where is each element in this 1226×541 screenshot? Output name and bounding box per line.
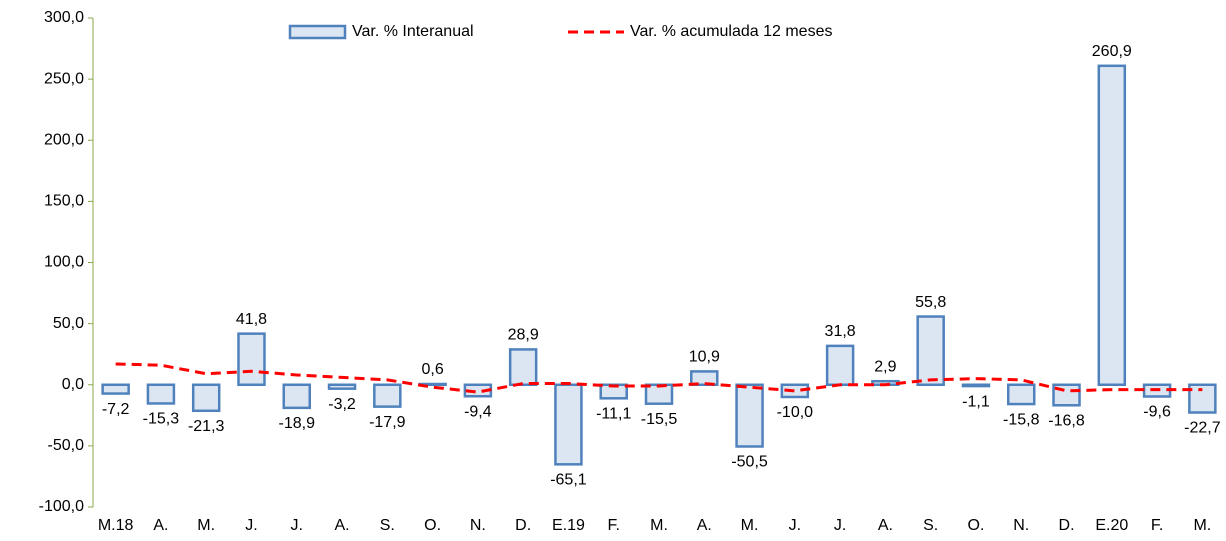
bar [327,383,357,390]
y-tick-label: 150,0 [44,193,84,210]
value-label: 28,9 [508,327,539,344]
value-label: -15,8 [1003,411,1040,428]
y-tick-label: 0,0 [62,376,84,393]
value-label: -10,0 [777,404,814,421]
x-tick-label: M. [197,517,215,534]
x-tick-label: J. [245,517,257,534]
bar [101,383,130,395]
value-label: -9,4 [464,403,492,420]
value-label: -3,2 [328,396,356,413]
bar [191,383,221,413]
value-label: -17,9 [369,414,406,431]
x-tick-label: A. [878,517,893,534]
value-label: -65,1 [550,472,587,489]
value-label: -9,6 [1143,404,1171,421]
x-tick-label: D. [515,517,531,534]
value-label: -15,3 [143,411,180,428]
x-tick-label: D. [1059,517,1075,534]
y-tick-label: 100,0 [44,254,84,271]
y-tick-label: 200,0 [44,131,84,148]
value-label: -7,2 [102,401,130,418]
value-label: 41,8 [236,311,267,328]
legend-label: Var. % Interanual [352,23,474,40]
bar [825,344,855,387]
value-label: -16,8 [1048,413,1085,430]
value-label: -18,9 [279,415,316,432]
bar [780,383,810,399]
bar [735,383,764,448]
value-label: -15,5 [641,411,678,428]
legend-swatch [288,24,347,40]
x-tick-label: E.20 [1095,517,1128,534]
x-tick-label: A. [153,517,168,534]
x-tick-label: F. [1151,517,1163,534]
bar [282,383,312,410]
bar [554,383,583,466]
value-label: 31,8 [825,323,856,340]
x-tick-label: O. [968,517,985,534]
x-tick-label: M. [650,517,668,534]
value-label: 260,9 [1092,43,1132,60]
x-tick-label: A. [334,517,349,534]
bar [961,383,991,388]
bar [237,332,266,387]
x-tick-label: M.18 [98,517,134,534]
bar [1097,64,1127,387]
value-label: 2,9 [874,358,896,375]
bar [644,383,674,405]
value-label: -50,5 [731,454,768,471]
y-tick-label: 250,0 [44,70,84,87]
bar [1188,383,1217,414]
x-tick-label: J. [834,517,846,534]
x-tick-label: J. [789,517,801,534]
bar [916,315,945,386]
bar [690,370,719,386]
legend-label: Var. % acumulada 12 meses [630,23,832,40]
y-tick-label: -100,0 [39,498,84,515]
x-tick-label: M. [741,517,759,534]
value-label: -1,1 [962,393,990,410]
x-tick-label: N. [1013,517,1029,534]
bar [1006,383,1036,406]
line [115,362,1203,394]
value-label: -22,7 [1184,420,1221,437]
x-tick-label: M. [1193,517,1211,534]
x-tick-label: O. [424,517,441,534]
x-tick-label: E.19 [552,517,585,534]
x-tick-label: A. [697,517,712,534]
y-tick-label: 50,0 [53,315,84,332]
value-label: 55,8 [915,294,946,311]
y-tick-label: -50,0 [48,437,85,454]
x-tick-label: S. [923,517,938,534]
value-label: -21,3 [188,418,225,435]
bar [373,383,402,408]
x-tick-label: J. [291,517,303,534]
value-label: 0,6 [421,361,443,378]
bar [508,348,538,386]
x-tick-label: F. [607,517,619,534]
bar [146,383,176,405]
y-tick-label: 300,0 [44,9,84,26]
value-label: 10,9 [689,349,720,366]
x-tick-label: N. [470,517,486,534]
x-tick-label: S. [380,517,395,534]
value-label: -11,1 [596,406,631,423]
